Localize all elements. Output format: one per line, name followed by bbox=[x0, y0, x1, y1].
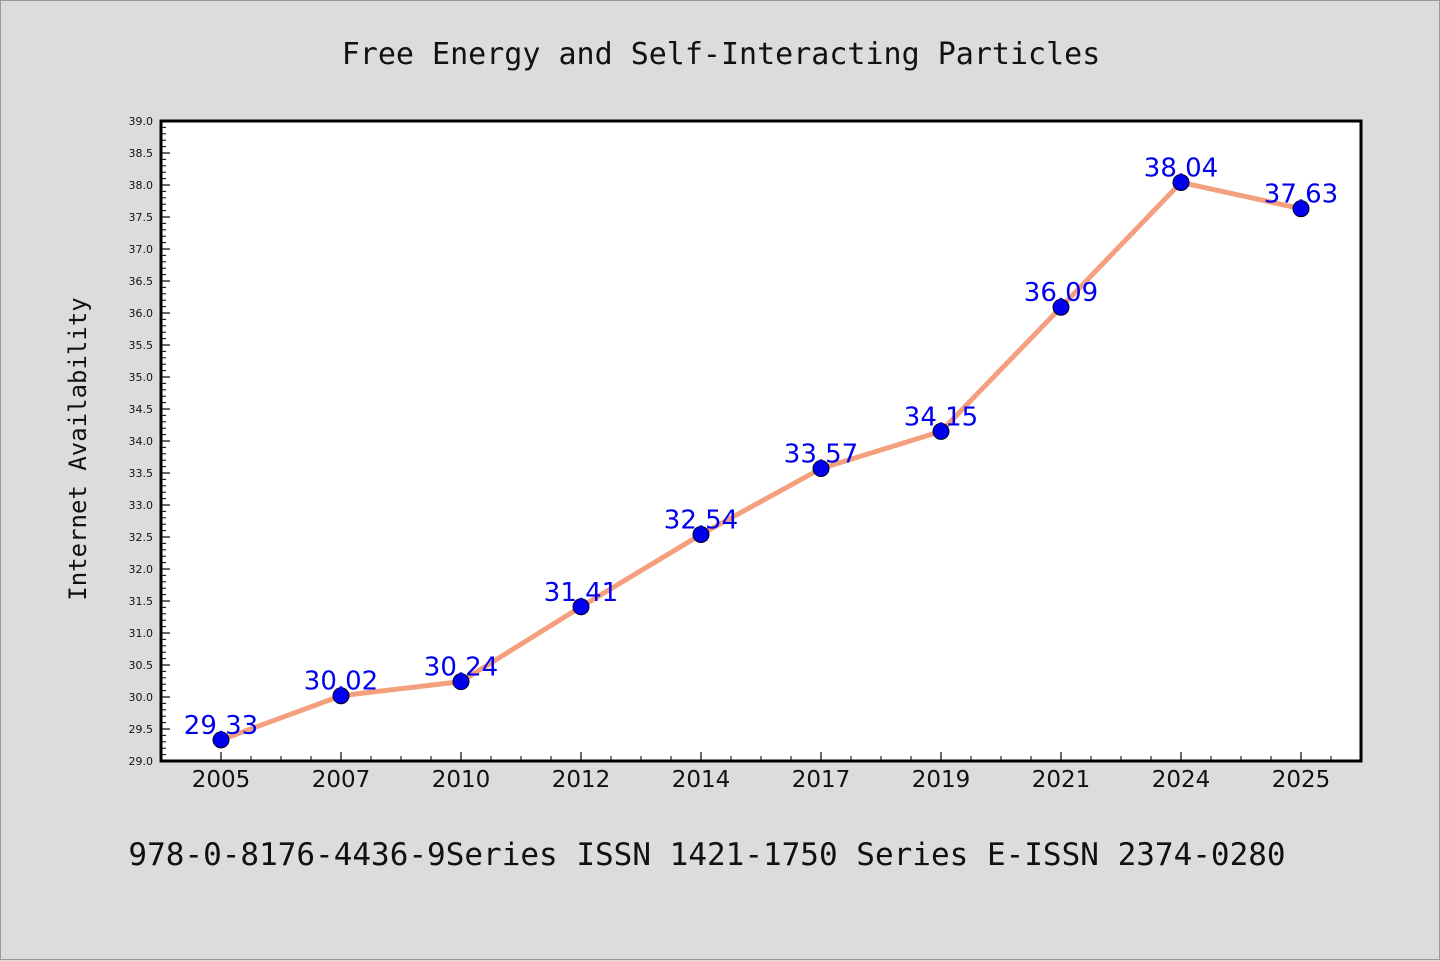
y-tick-label: 36.0 bbox=[129, 307, 154, 320]
y-tick-label: 34.5 bbox=[129, 403, 154, 416]
x-tick-label: 2005 bbox=[192, 767, 251, 793]
series-line bbox=[220, 179, 1302, 743]
x-tick-label: 2007 bbox=[312, 767, 371, 793]
data-label: 37.63 bbox=[1264, 180, 1338, 210]
data-point bbox=[572, 598, 590, 616]
data-point bbox=[452, 673, 470, 691]
y-tick-label: 32.0 bbox=[129, 563, 154, 576]
y-tick-label: 34.0 bbox=[129, 435, 154, 448]
y-tick-label: 36.5 bbox=[129, 275, 154, 288]
data-label: 34.15 bbox=[904, 402, 978, 432]
y-tick-label: 30.0 bbox=[129, 691, 154, 704]
data-point bbox=[1052, 298, 1070, 316]
y-tick-label: 37.5 bbox=[129, 211, 154, 224]
x-tick-label: 2024 bbox=[1152, 767, 1211, 793]
y-tick-label: 29.0 bbox=[129, 755, 154, 768]
data-label: 38.04 bbox=[1144, 153, 1218, 183]
y-tick-label: 31.0 bbox=[129, 627, 154, 640]
plot-area bbox=[159, 119, 1363, 763]
data-label: 32.54 bbox=[664, 505, 738, 535]
y-tick-label: 31.5 bbox=[129, 595, 154, 608]
y-tick-label: 37.0 bbox=[129, 243, 154, 256]
footer-identifiers: 978-0-8176-4436-9Series ISSN 1421-1750 S… bbox=[128, 837, 1285, 873]
data-label: 29.33 bbox=[184, 711, 258, 741]
y-axis-label: Internet Availability bbox=[64, 297, 92, 600]
data-point bbox=[692, 525, 710, 543]
x-tick-label: 2010 bbox=[432, 767, 491, 793]
y-tick-label: 30.5 bbox=[129, 659, 154, 672]
x-tick-label: 2012 bbox=[552, 767, 611, 793]
y-tick-label: 33.0 bbox=[129, 499, 154, 512]
data-label: 30.24 bbox=[424, 653, 498, 683]
y-tick-label: 38.5 bbox=[129, 147, 154, 160]
data-point bbox=[1172, 173, 1190, 191]
data-point bbox=[1292, 200, 1310, 218]
x-tick-label: 2021 bbox=[1032, 767, 1091, 793]
data-series bbox=[212, 173, 1310, 749]
data-label: 33.57 bbox=[784, 440, 858, 470]
chart-title: Free Energy and Self-Interacting Particl… bbox=[342, 37, 1101, 72]
y-tick-label: 29.5 bbox=[129, 723, 154, 736]
data-point bbox=[212, 731, 230, 749]
y-tick-label: 35.0 bbox=[129, 371, 154, 384]
x-tick-label: 2019 bbox=[912, 767, 971, 793]
data-labels: 29.33 30.02 30.24 31.41 32.54 33.57 34.15 36.09… bbox=[184, 153, 1338, 740]
y-tick-label: 39.0 bbox=[129, 115, 154, 128]
data-label: 31.41 bbox=[544, 578, 618, 608]
data-point bbox=[812, 460, 830, 478]
x-tick-label: 2025 bbox=[1272, 767, 1331, 793]
y-tick-label: 38.0 bbox=[129, 179, 154, 192]
data-label: 30.02 bbox=[304, 667, 378, 697]
y-tick-label: 35.5 bbox=[129, 339, 154, 352]
y-axis: 29.0 29.5 30.0 30.5 31.0 31.5 32.0 32.5 33.0 33.5… bbox=[129, 115, 170, 768]
x-tick-label: 2017 bbox=[792, 767, 851, 793]
x-tick-label: 2014 bbox=[672, 767, 731, 793]
y-tick-label: 32.5 bbox=[129, 531, 154, 544]
y-tick-label: 33.5 bbox=[129, 467, 154, 480]
x-axis: 2005 2007 2010 2012 2014 2017 2019 2021 2024 2025 bbox=[192, 752, 1362, 793]
data-point bbox=[332, 687, 350, 705]
data-label: 36.09 bbox=[1024, 278, 1098, 308]
data-point bbox=[932, 422, 950, 440]
